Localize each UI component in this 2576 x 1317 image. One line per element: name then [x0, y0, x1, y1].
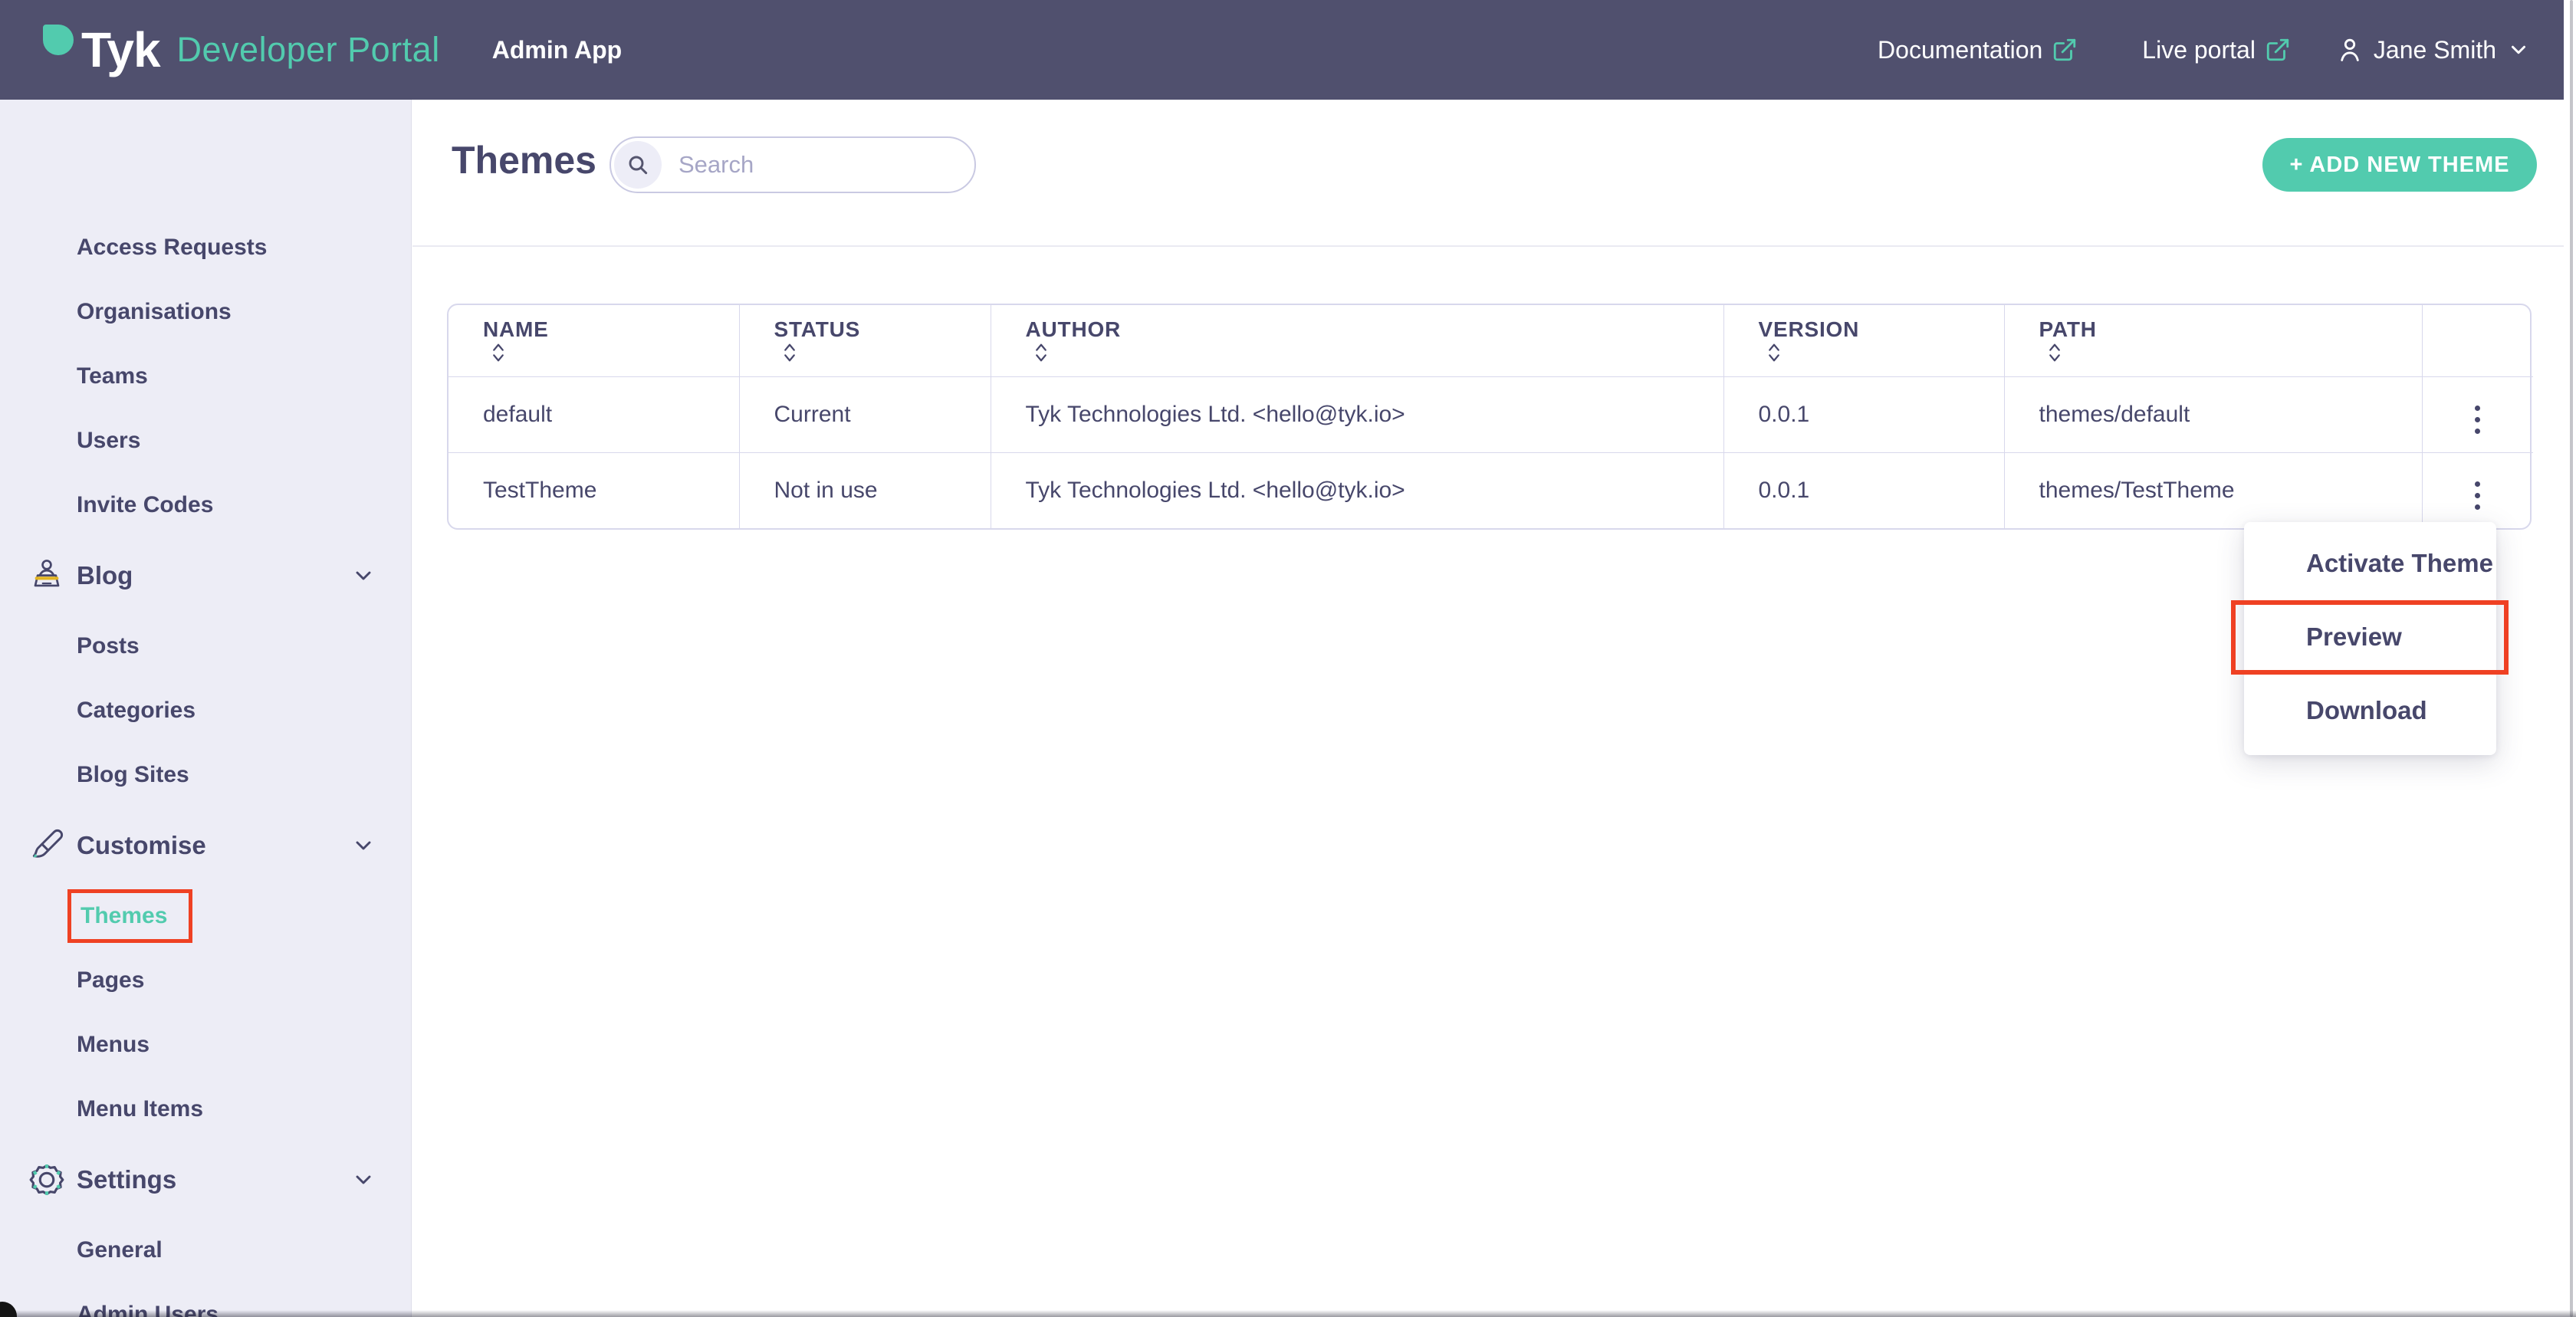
table-row: default Current Tyk Technologies Ltd. <h… — [449, 376, 2533, 453]
context-menu: Activate Theme Preview Download — [2244, 522, 2496, 755]
live-portal-link[interactable]: Live portal — [2142, 36, 2291, 64]
chevron-down-icon — [351, 1168, 376, 1192]
cell-path: themes/default — [2004, 376, 2423, 453]
add-new-theme-button[interactable]: + ADD NEW THEME — [2262, 138, 2537, 192]
cell-status: Not in use — [739, 452, 991, 528]
sidebar-section-blog[interactable]: Blog — [0, 537, 411, 614]
sidebar-item-access-requests[interactable]: Access Requests — [77, 235, 268, 260]
cell-status: Current — [739, 376, 991, 453]
sidebar-item-menus[interactable]: Menus — [77, 1032, 150, 1057]
sidebar-section-customise[interactable]: Customise — [0, 807, 411, 884]
external-link-icon — [2052, 37, 2078, 63]
documentation-link[interactable]: Documentation — [1878, 36, 2078, 64]
column-header-actions — [2422, 305, 2533, 377]
user-menu[interactable]: Jane Smith — [2335, 35, 2530, 64]
column-header-name[interactable]: NAME — [449, 305, 740, 377]
app-name-label: Admin App — [491, 35, 623, 64]
cell-path: themes/TestTheme — [2004, 452, 2423, 528]
cell-version: 0.0.1 — [1723, 452, 2005, 528]
screen-corner-artifact — [0, 1302, 17, 1317]
user-name: Jane Smith — [2373, 35, 2496, 64]
sidebar-item-themes[interactable]: Themes — [0, 884, 411, 948]
cell-name: TestTheme — [449, 452, 740, 528]
sidebar-item-pages[interactable]: Pages — [77, 967, 145, 993]
search-input[interactable] — [678, 151, 984, 179]
kebab-menu-icon[interactable] — [2464, 477, 2491, 514]
cell-author: Tyk Technologies Ltd. <hello@tyk.io> — [991, 452, 1724, 528]
customise-icon — [28, 826, 66, 865]
chevron-down-icon — [351, 833, 376, 858]
sidebar-nav: Access Requests Organisations Teams User… — [0, 100, 411, 1317]
table-row: TestTheme Not in use Tyk Technologies Lt… — [449, 452, 2533, 528]
sort-icon — [493, 343, 504, 362]
cell-author: Tyk Technologies Ltd. <hello@tyk.io> — [991, 376, 1724, 453]
menu-item-preview[interactable]: Preview — [2306, 622, 2402, 651]
sidebar-item-posts[interactable]: Posts — [77, 633, 140, 658]
themes-annotation-box: Themes — [67, 889, 193, 943]
column-header-status[interactable]: STATUS — [739, 305, 991, 377]
sidebar-item-menu-items[interactable]: Menu Items — [77, 1096, 204, 1122]
scrollbar[interactable] — [2564, 0, 2576, 1317]
external-link-icon — [2265, 37, 2291, 63]
sidebar-item-organisations[interactable]: Organisations — [77, 299, 232, 324]
menu-item-download[interactable]: Download — [2306, 696, 2427, 724]
blog-icon — [28, 557, 66, 595]
top-header: Tyk Developer Portal Admin App Documenta… — [0, 0, 2564, 100]
sort-icon — [1035, 343, 1046, 362]
product-name: Developer Portal — [176, 30, 440, 69]
documentation-link-label: Documentation — [1878, 35, 2043, 64]
search-box — [610, 136, 984, 193]
header-actions: Documentation Live portal — [1878, 35, 2530, 64]
sidebar-item-teams[interactable]: Teams — [77, 363, 148, 389]
chevron-down-icon — [2507, 38, 2530, 61]
sidebar-item-general[interactable]: General — [77, 1237, 163, 1263]
tyk-logo: Tyk — [81, 22, 161, 77]
main-content: Themes + ADD NEW THEME NAME — [412, 100, 2564, 1317]
column-header-path[interactable]: PATH — [2004, 305, 2423, 377]
column-header-version[interactable]: VERSION — [1723, 305, 2005, 377]
sidebar-item-users[interactable]: Users — [77, 428, 141, 453]
header-divider — [412, 245, 2564, 247]
sort-icon — [1768, 343, 1779, 362]
sort-icon — [2049, 343, 2060, 362]
user-icon — [2335, 35, 2364, 64]
settings-icon — [28, 1161, 66, 1199]
scrollbar-thumb[interactable] — [2570, 0, 2573, 1317]
sidebar-item-blog-sites[interactable]: Blog Sites — [77, 762, 189, 787]
column-header-author[interactable]: AUTHOR — [991, 305, 1724, 377]
tyk-leaf-icon — [43, 25, 74, 55]
themes-table: NAME STATUS AUTHOR VERSION PATH — [447, 304, 2533, 530]
search-icon — [614, 141, 662, 189]
live-portal-link-label: Live portal — [2142, 35, 2256, 64]
menu-item-activate-theme[interactable]: Activate Theme — [2306, 549, 2493, 577]
table-header-row: NAME STATUS AUTHOR VERSION PATH — [449, 305, 2533, 377]
sidebar-item-admin-users[interactable]: Admin Users — [77, 1302, 219, 1317]
sidebar: Access Requests Organisations Teams User… — [0, 100, 412, 1317]
page-title: Themes — [452, 139, 596, 182]
cell-name: default — [449, 376, 740, 453]
kebab-menu-icon[interactable] — [2464, 401, 2491, 438]
sidebar-item-invite-codes[interactable]: Invite Codes — [77, 492, 214, 517]
cell-version: 0.0.1 — [1723, 376, 2005, 453]
sort-icon — [784, 343, 795, 362]
sidebar-item-categories[interactable]: Categories — [77, 698, 196, 723]
chevron-down-icon — [351, 563, 376, 588]
sidebar-section-settings[interactable]: Settings — [0, 1141, 411, 1218]
